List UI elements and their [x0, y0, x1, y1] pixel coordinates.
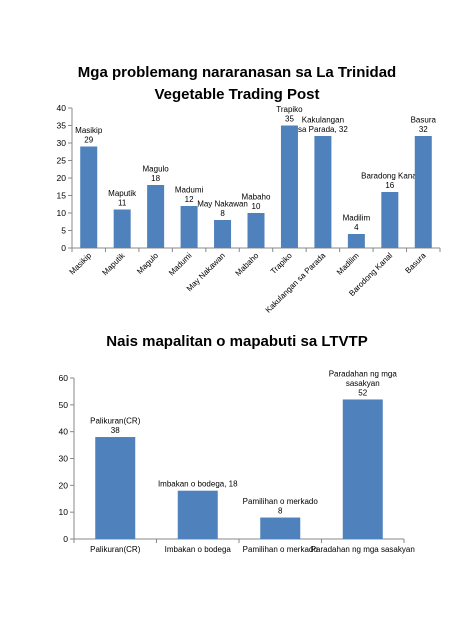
y-tick-label: 30	[59, 454, 69, 464]
x-tick-label: Pamilihan o merkado	[243, 545, 319, 554]
bar	[342, 399, 383, 539]
y-tick-label: 10	[57, 208, 67, 218]
data-label: Palikuran(CR)	[90, 417, 141, 426]
x-tick-label: Masikip	[68, 251, 94, 277]
data-label: Baradong Kanal	[361, 172, 419, 181]
y-tick-label: 0	[63, 534, 68, 544]
y-tick-label: 20	[59, 480, 69, 490]
data-label: 16	[385, 181, 394, 190]
bar	[80, 146, 98, 248]
bar	[113, 209, 131, 248]
data-label: 8	[220, 209, 225, 218]
bar	[347, 234, 365, 248]
data-label: Mabaho	[242, 193, 271, 202]
data-label: Pamilihan o merkado	[243, 497, 319, 506]
data-label: 10	[252, 202, 261, 211]
data-label: 8	[278, 507, 283, 516]
bar	[247, 213, 265, 248]
x-tick-label: Kakulangan sa Parada	[264, 251, 328, 315]
bar	[314, 136, 332, 248]
y-tick-label: 15	[57, 191, 67, 201]
data-label: 52	[358, 388, 367, 397]
bar	[280, 125, 298, 248]
x-tick-label: Imbakan o bodega	[165, 545, 232, 554]
chart2-title: Nais mapalitan o mapabuti sa LTVTP	[106, 333, 368, 350]
chart1-subtitle: Vegetable Trading Post	[154, 86, 320, 103]
data-label: 38	[111, 426, 120, 435]
bar	[180, 206, 198, 248]
x-tick-label: Palikuran(CR)	[90, 545, 141, 554]
y-tick-label: 0	[61, 243, 66, 253]
y-tick-label: 5	[61, 226, 66, 236]
bar	[214, 220, 232, 248]
data-label: 11	[118, 199, 127, 208]
data-label: 12	[185, 195, 194, 204]
x-tick-label: Paradahan ng mga sasakyan	[311, 545, 415, 554]
data-label: sa Parada, 32	[298, 125, 348, 134]
bar	[260, 517, 301, 539]
data-label: sasakyan	[346, 379, 380, 388]
data-label: Masikip	[75, 126, 103, 135]
y-tick-label: 25	[57, 156, 67, 166]
bar	[381, 192, 399, 248]
data-label: Basura	[411, 116, 437, 125]
data-label: Magulo	[143, 165, 170, 174]
data-label: Madumi	[175, 186, 204, 195]
data-label: May Nakawan	[197, 200, 248, 209]
bar	[95, 437, 136, 539]
y-tick-label: 60	[59, 373, 69, 383]
x-tick-label: Madumi	[167, 251, 194, 278]
bar	[177, 490, 218, 539]
bar	[147, 185, 165, 248]
data-label: Imbakan o bodega, 18	[158, 480, 238, 489]
data-label: Trapiko	[276, 105, 303, 114]
data-label: 4	[354, 223, 359, 232]
x-tick-label: Madilim	[335, 251, 361, 277]
y-tick-label: 40	[59, 427, 69, 437]
data-label: 32	[419, 125, 428, 134]
x-tick-label: Trapiko	[269, 251, 294, 276]
data-label: 18	[151, 174, 160, 183]
y-tick-label: 20	[57, 173, 67, 183]
data-label: Kakulangan	[302, 116, 344, 125]
y-tick-label: 35	[57, 121, 67, 131]
x-tick-label: Maputik	[100, 250, 127, 277]
y-tick-label: 10	[59, 507, 69, 517]
chart1-title: Mga problemang nararanasan sa La Trinida…	[77, 64, 397, 81]
data-label: Paradahan ng mga	[329, 369, 398, 378]
data-label: Madilim	[343, 214, 371, 223]
bar	[414, 136, 432, 248]
y-tick-label: 50	[59, 400, 69, 410]
x-tick-label: Basura	[403, 251, 428, 276]
data-label: 35	[285, 115, 294, 124]
x-tick-label: Mabaho	[234, 251, 261, 278]
data-label: 29	[84, 136, 93, 145]
data-label: Maputik	[108, 189, 137, 198]
y-tick-label: 30	[57, 138, 67, 148]
y-tick-label: 40	[57, 103, 67, 113]
x-tick-label: Magulo	[135, 251, 160, 276]
